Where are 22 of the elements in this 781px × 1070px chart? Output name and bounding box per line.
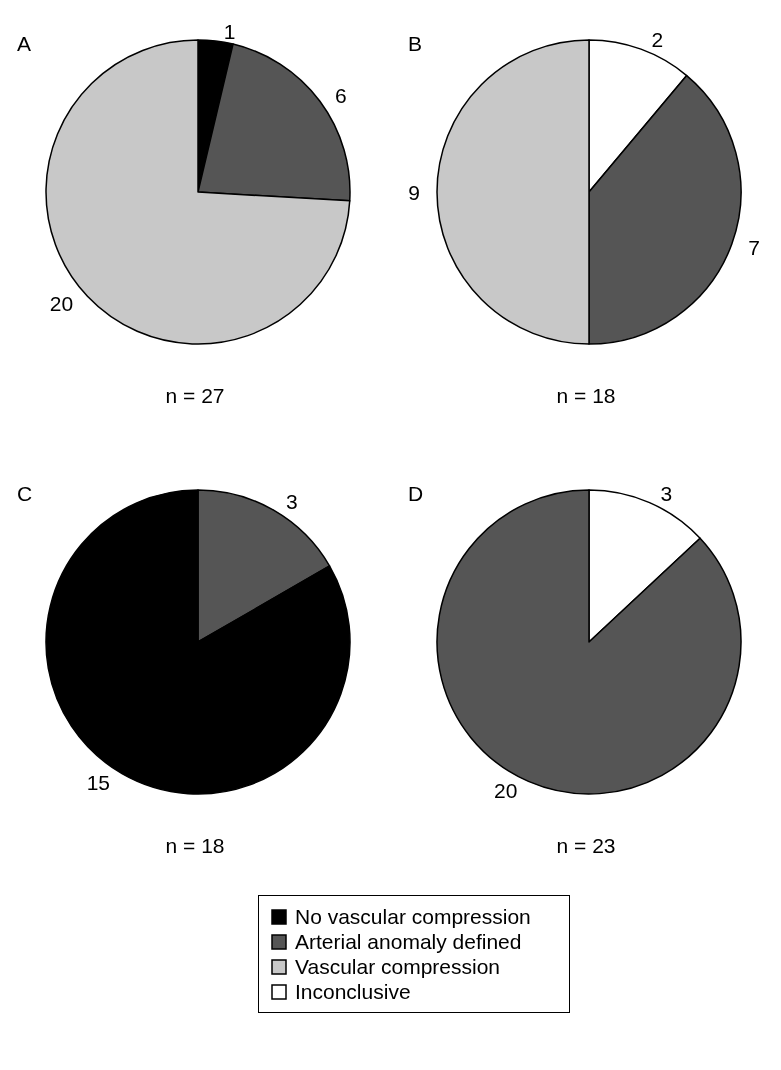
legend-label: Inconclusive <box>295 979 411 1004</box>
text: n = 27 <box>165 384 225 407</box>
text: n = 18 <box>556 384 616 407</box>
data-label: 2 <box>651 28 664 52</box>
text: n = 23 <box>556 834 616 857</box>
chart-title: C <box>17 482 33 505</box>
data-label: 9 <box>408 180 420 204</box>
data-label: 3 <box>660 481 673 505</box>
data-label: 20 <box>494 779 518 803</box>
data-label: 20 <box>49 291 74 315</box>
chart-title: A <box>17 32 32 55</box>
text: n = 18 <box>165 834 225 857</box>
chart-title: D <box>408 482 424 505</box>
data-label: 15 <box>86 770 110 794</box>
chart-title: B <box>408 32 423 55</box>
legend-label: No vascular compression <box>295 904 531 929</box>
data-label: 3 <box>286 490 298 514</box>
legend-label: Arterial anomaly defined <box>295 929 522 954</box>
data-label: 1 <box>223 19 236 43</box>
data-label: 6 <box>334 83 347 107</box>
legend-label: Vascular compression <box>295 954 501 979</box>
data-label: 7 <box>748 235 760 259</box>
